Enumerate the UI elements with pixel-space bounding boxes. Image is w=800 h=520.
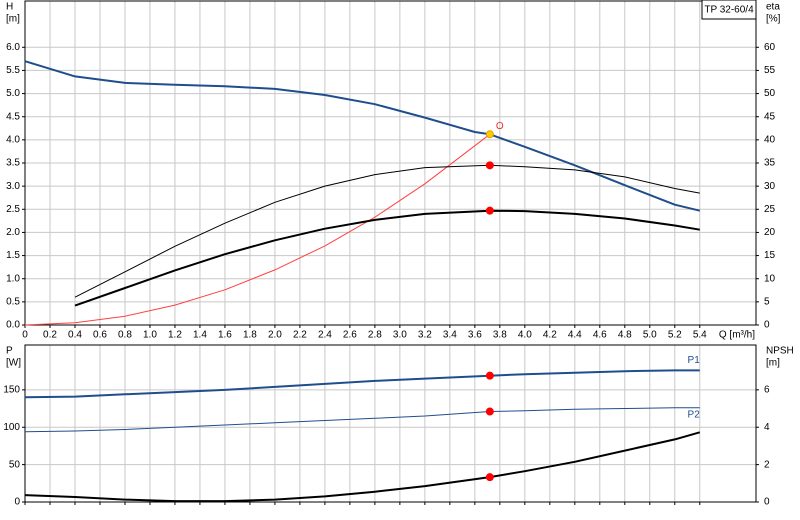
y2-tick-label: 0 [764,320,770,331]
marker [485,371,494,380]
y-axis-label: H [6,2,13,13]
y2-tick-label: 0 [764,497,770,508]
x-tick-label: 3.0 [393,330,407,341]
y2-tick-label: 50 [764,88,776,99]
x-tick-label: 1.2 [168,330,182,341]
y-axis-label: [W] [6,358,21,369]
y-tick-label: 2.0 [6,227,20,238]
y-tick-label: 0.5 [6,296,20,307]
y-tick-label: 4.5 [6,111,20,122]
x-tick-label: 1.0 [143,330,157,341]
y2-axis-label: eta [766,2,780,13]
x-tick-label: 4.0 [518,330,532,341]
y-tick-label: 5.0 [6,88,20,99]
x-axis-label-bg [718,328,756,342]
y2-tick-label: 10 [764,273,776,284]
y2-tick-label: 25 [764,204,776,215]
y2-tick-label: 30 [764,181,776,192]
y2-tick-label: 15 [764,250,776,261]
x-tick-label: 2.4 [318,330,332,341]
x-tick-label: 2.6 [343,330,357,341]
marker [485,206,494,215]
y-tick-label: 50 [9,459,21,470]
series-line [24,60,701,212]
x-tick-label: 1.8 [243,330,257,341]
plot-border [24,0,757,326]
series-label: P2 [688,409,701,420]
series-label: P1 [688,355,701,366]
y2-axis-label: [m] [766,358,780,369]
series-line [24,407,700,433]
y2-tick-label: 4 [764,422,770,433]
x-tick-label: 3.4 [443,330,457,341]
x-tick-label: 4.4 [568,330,582,341]
y-axis-label: P [6,346,13,357]
y2-tick-label: 40 [764,134,776,145]
x-tick-label: 1.4 [193,330,207,341]
y-tick-label: 150 [3,384,20,395]
y-tick-label: 6.0 [6,42,20,53]
marker [485,407,494,416]
series-line [24,431,701,503]
series-line [74,209,700,307]
x-tick-label: 0.2 [43,330,57,341]
y-tick-label: 0.0 [6,320,20,331]
x-tick-label: 0.4 [68,330,82,341]
x-tick-label: 0.8 [118,330,132,341]
x-tick-label: 2.8 [368,330,382,341]
y2-tick-label: 2 [764,459,770,470]
y2-tick-label: 35 [764,158,776,169]
series-line [74,164,700,298]
annotation: O [496,121,504,132]
x-tick-label: 3.8 [493,330,507,341]
y2-tick-label: 5 [764,296,770,307]
y2-tick-label: 45 [764,111,776,122]
y2-tick-label: 55 [764,65,776,76]
y2-tick-label: 60 [764,42,776,53]
y-tick-label: 3.5 [6,158,20,169]
series-line [24,133,491,326]
y2-axis-label: [%] [766,14,781,25]
x-tick-label: 3.6 [468,330,482,341]
y-tick-label: 0 [14,497,20,508]
x-tick-label: 0.6 [93,330,107,341]
y2-tick-label: 20 [764,227,776,238]
x-tick-label: 5.0 [643,330,657,341]
x-tick-label: 4.8 [618,330,632,341]
x-tick-label: 4.2 [543,330,557,341]
x-tick-label: 2.0 [268,330,282,341]
y-tick-label: 100 [3,422,20,433]
y-axis-label: [m] [6,14,20,25]
y-tick-label: 3.0 [6,181,20,192]
x-tick-label: 2.2 [293,330,307,341]
y-tick-label: 5.5 [6,65,20,76]
x-axis-label: Q [m³/h] [719,330,755,341]
x-tick-label: 4.6 [593,330,607,341]
model-label: TP 32-60/4 [704,5,754,16]
y-tick-label: 1.5 [6,250,20,261]
marker [485,473,494,482]
y2-axis-label: NPSH [766,346,794,357]
x-tick-label: 5.4 [693,330,707,341]
y-tick-label: 4.0 [6,134,20,145]
x-tick-label: 1.6 [218,330,232,341]
x-tick-label: 0 [22,330,28,341]
y-tick-label: 2.5 [6,204,20,215]
plot-border [24,344,757,503]
marker [485,161,494,170]
x-tick-label: 5.2 [668,330,682,341]
plot-area [25,345,756,502]
y-tick-label: 1.0 [6,273,20,284]
series-line [24,369,700,399]
x-tick-label: 3.2 [418,330,432,341]
marker [485,130,494,139]
model-box [701,0,757,20]
y2-tick-label: 6 [764,384,770,395]
